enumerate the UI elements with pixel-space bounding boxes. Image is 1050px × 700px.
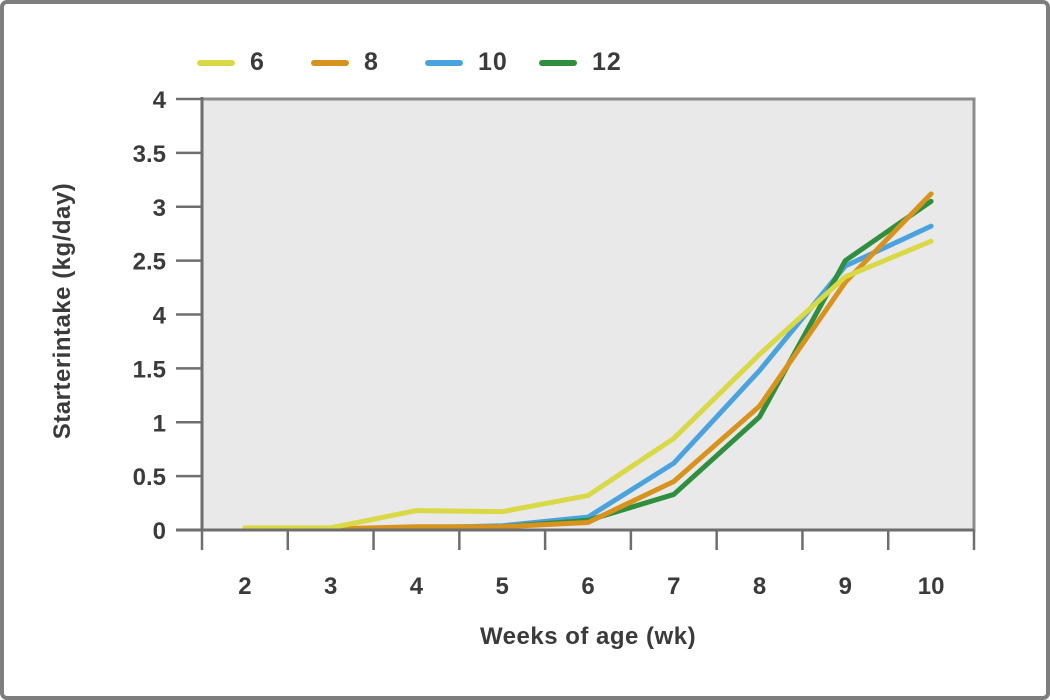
x-axis-title: Weeks of age (wk) — [480, 623, 696, 650]
legend-item-12: 12 — [539, 48, 653, 77]
legend-label: 6 — [250, 48, 265, 76]
x-tick-label: 6 — [581, 573, 594, 600]
legend-item-6: 6 — [197, 48, 311, 77]
x-tick-label: 5 — [496, 573, 509, 600]
y-tick-label: 1.5 — [133, 356, 166, 383]
x-tick-label: 10 — [918, 573, 945, 600]
x-tick-label: 7 — [667, 573, 680, 600]
y-tick-label: 1 — [153, 410, 166, 437]
x-tick-label: 8 — [753, 573, 766, 600]
y-tick-label: 0 — [153, 518, 166, 545]
legend-label: 10 — [478, 48, 508, 76]
chart-legend: 6 8 10 12 — [197, 48, 653, 77]
legend-swatch — [197, 59, 235, 66]
legend-swatch — [425, 59, 463, 66]
legend-label: 8 — [364, 48, 379, 76]
legend-label: 12 — [592, 48, 622, 76]
legend-swatch — [539, 59, 577, 66]
axis-tick-labels: 0 0.5 1 1.5 4 2.5 3 3.5 4 2 3 4 5 6 7 8 9 10 — [133, 87, 945, 600]
y-tick-label: 3.5 — [133, 141, 166, 168]
y-tick-label: 2.5 — [133, 249, 166, 276]
x-tick-label: 3 — [324, 573, 337, 600]
y-tick-label: 3 — [153, 195, 166, 222]
legend-item-10: 10 — [425, 48, 539, 77]
line-chart: 0 0.5 1 1.5 4 2.5 3 3.5 4 2 3 4 5 6 7 8 9 10 Starterintak… — [49, 87, 976, 650]
y-tick-label: 0.5 — [133, 464, 166, 491]
series-line-6 — [242, 238, 934, 531]
x-tick-label: 9 — [839, 573, 852, 600]
legend-swatch — [311, 59, 349, 66]
x-tick-label: 2 — [238, 573, 251, 600]
x-tick-label: 4 — [410, 573, 424, 600]
y-tick-label: 4 — [153, 87, 167, 114]
legend-item-8: 8 — [311, 48, 425, 77]
y-axis-title: Starterintake (kg/day) — [49, 183, 76, 439]
y-tick-label: 4 — [153, 303, 167, 330]
plot-area — [200, 97, 976, 532]
series-line-8 — [242, 191, 934, 532]
axis-ticks — [176, 97, 976, 550]
